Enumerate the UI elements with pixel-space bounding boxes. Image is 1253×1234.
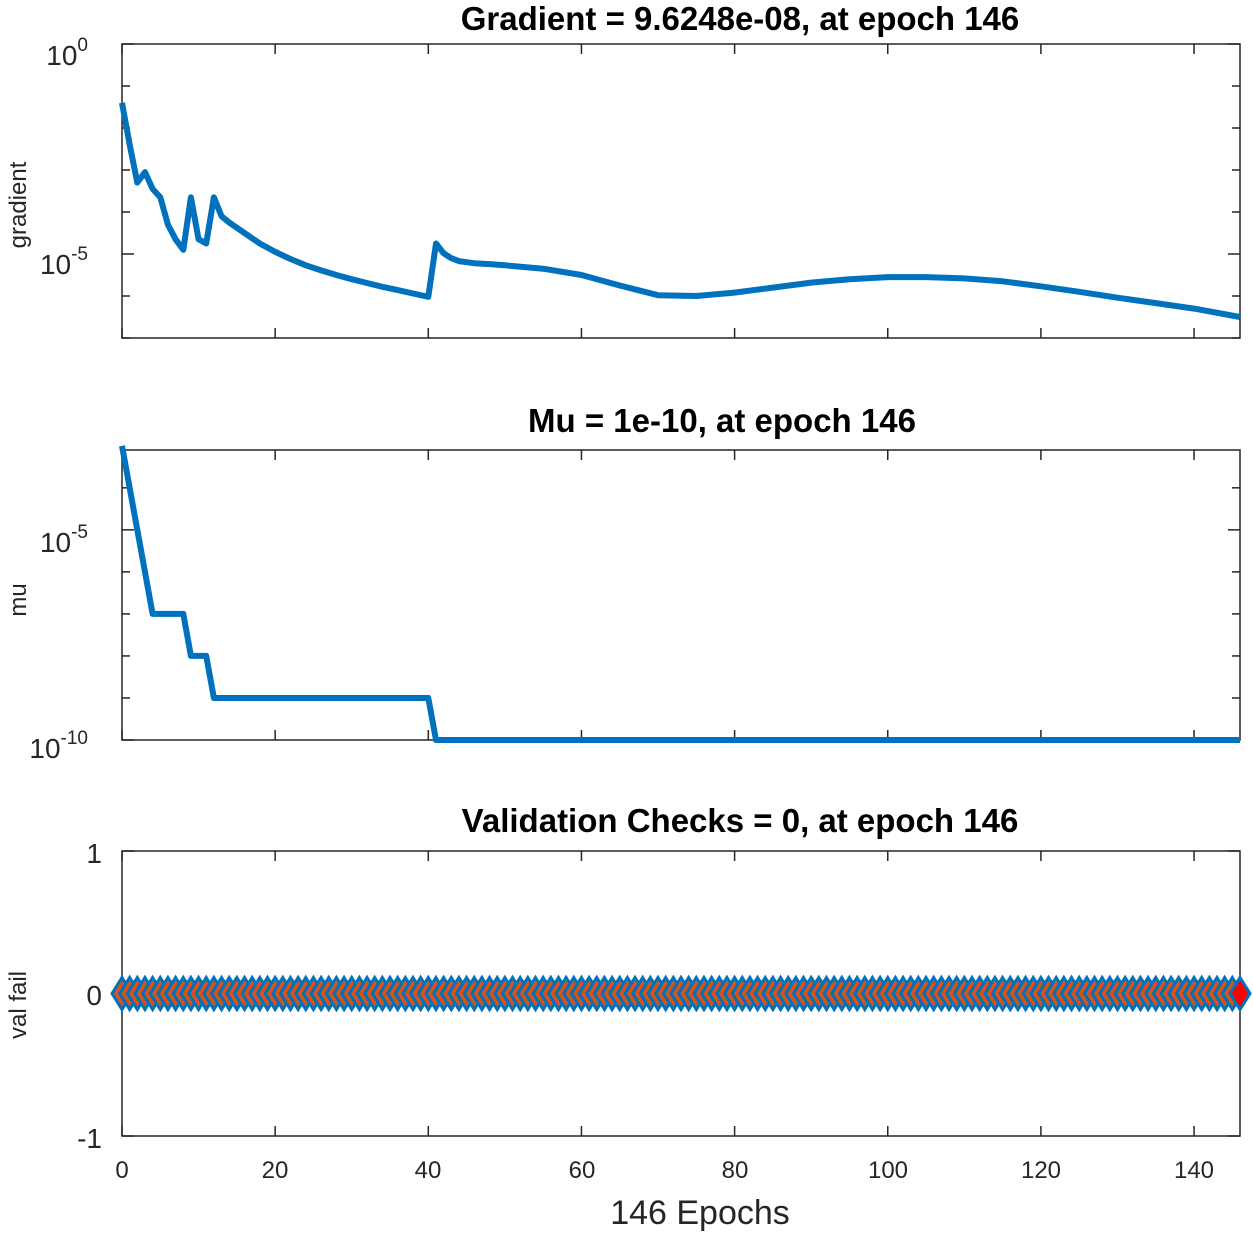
xtick-40: 40 [415, 1157, 442, 1184]
gradient-ytick-0: 100 [46, 35, 88, 71]
valfail-ytick-neg1: -1 [77, 1123, 102, 1154]
x-axis-label: 146 Epochs [610, 1194, 790, 1232]
xtick-20: 20 [262, 1157, 289, 1184]
mu-line [119, 445, 1240, 743]
gradient-minor-ticks [121, 43, 1240, 339]
xtick-60: 60 [569, 1157, 596, 1184]
valfail-panel: Validation Checks = 0, at epoch 146 val … [5, 802, 1252, 1232]
xtick-140: 140 [1174, 1157, 1214, 1184]
mu-panel: Mu = 1e-10, at epoch 146 mu 10-5 10-10 [5, 402, 1241, 764]
svg-text:100: 100 [46, 35, 88, 71]
x-axis-tick-labels: 0 20 40 60 80 100 120 140 [115, 1157, 1214, 1184]
gradient-axes-box [121, 43, 1241, 339]
mu-ylabel: mu [5, 583, 32, 616]
gradient-title: Gradient = 9.6248e-08, at epoch 146 [461, 0, 1020, 37]
mu-title: Mu = 1e-10, at epoch 146 [528, 402, 916, 439]
valfail-ylabel: val fail [5, 971, 32, 1039]
valfail-ytick-0: 0 [86, 980, 102, 1011]
valfail-marker-last [1228, 974, 1252, 1013]
gradient-ytick-1: 10-5 [40, 244, 88, 280]
svg-text:10-10: 10-10 [29, 728, 88, 764]
mu-ytick-0: 10-5 [40, 522, 88, 558]
gradient-panel: Gradient = 9.6248e-08, at epoch 146 grad… [5, 0, 1241, 339]
xtick-80: 80 [722, 1157, 749, 1184]
xtick-100: 100 [868, 1157, 908, 1184]
gradient-line [119, 102, 1241, 320]
valfail-markers [110, 974, 1252, 1013]
xtick-120: 120 [1021, 1157, 1061, 1184]
xtick-0: 0 [115, 1157, 128, 1184]
mu-ytick-1: 10-10 [29, 728, 88, 764]
gradient-ylabel: gradient [5, 161, 32, 248]
valfail-title: Validation Checks = 0, at epoch 146 [462, 802, 1019, 839]
svg-text:10-5: 10-5 [40, 522, 88, 558]
valfail-ytick-1: 1 [86, 838, 102, 869]
svg-text:10-5: 10-5 [40, 244, 88, 280]
